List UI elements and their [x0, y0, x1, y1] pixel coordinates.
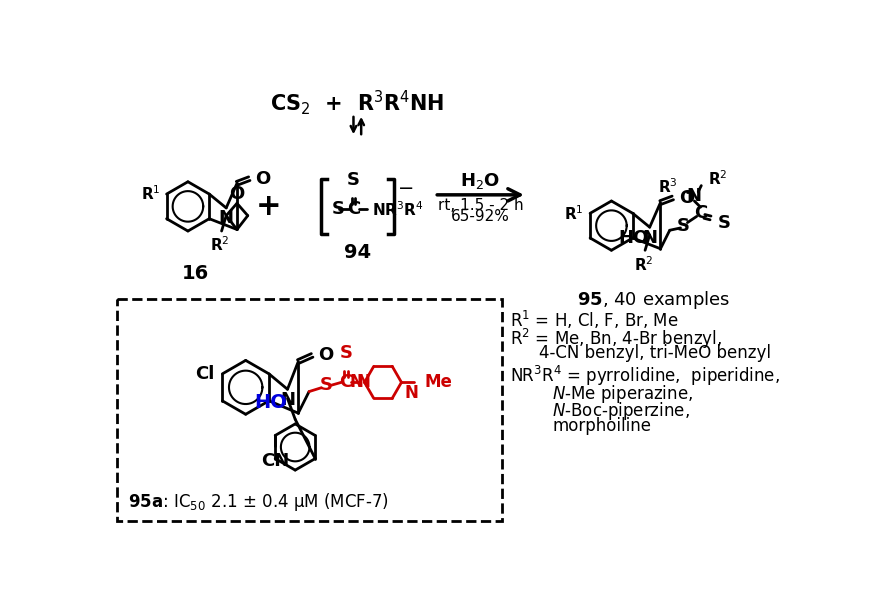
Text: R$^1$ = H, Cl, F, Br, Me: R$^1$ = H, Cl, F, Br, Me — [509, 309, 678, 331]
Text: Me: Me — [424, 373, 452, 392]
Text: $-$: $-$ — [397, 177, 413, 196]
Text: 65-92%: 65-92% — [450, 209, 509, 224]
Text: R$^2$: R$^2$ — [210, 236, 229, 254]
Text: R$^1$: R$^1$ — [141, 184, 160, 204]
Text: NR$^3$R$^4$: NR$^3$R$^4$ — [372, 200, 423, 219]
Text: N: N — [355, 373, 369, 392]
Text: N: N — [348, 373, 362, 392]
Text: N: N — [218, 210, 234, 227]
Text: R$^2$: R$^2$ — [633, 255, 653, 273]
Text: R$^2$: R$^2$ — [707, 170, 727, 188]
Text: Cl: Cl — [195, 365, 215, 383]
Text: N: N — [641, 229, 656, 247]
Text: NR$^3$R$^4$ = pyrrolidine,  piperidine,: NR$^3$R$^4$ = pyrrolidine, piperidine, — [509, 364, 779, 388]
Text: $\mathbf{95}$, 40 examples: $\mathbf{95}$, 40 examples — [576, 289, 730, 311]
Text: S: S — [717, 214, 730, 232]
Text: S: S — [319, 377, 332, 395]
Text: S: S — [347, 171, 360, 189]
Text: C: C — [347, 201, 360, 219]
Text: $\it{N}$-Me piperazine,: $\it{N}$-Me piperazine, — [552, 383, 693, 405]
Text: $\it{N}$-Boc-piperzine,: $\it{N}$-Boc-piperzine, — [552, 399, 689, 421]
Text: S: S — [676, 217, 689, 235]
Text: C: C — [339, 373, 352, 392]
Text: HO: HO — [255, 393, 287, 412]
Text: C: C — [693, 204, 706, 221]
Text: R$^1$: R$^1$ — [564, 204, 583, 223]
Text: +: + — [255, 192, 282, 221]
Text: CS$_2$  +  R$^3$R$^4$NH: CS$_2$ + R$^3$R$^4$NH — [270, 88, 444, 118]
Text: 4-CN benzyl, tri-MeO benzyl: 4-CN benzyl, tri-MeO benzyl — [539, 344, 770, 362]
Text: rt, 1.5 - 2 h: rt, 1.5 - 2 h — [437, 198, 523, 213]
Text: O: O — [678, 189, 693, 207]
Text: R$^2$ = Me, Bn, 4-Br benzyl,: R$^2$ = Me, Bn, 4-Br benzyl, — [509, 327, 721, 352]
Text: N: N — [686, 187, 701, 205]
Text: CN: CN — [261, 453, 289, 470]
Text: O: O — [229, 184, 244, 202]
Text: HO: HO — [617, 229, 647, 247]
Text: R$^3$: R$^3$ — [657, 177, 677, 196]
Text: 16: 16 — [182, 264, 209, 283]
Text: O: O — [318, 346, 333, 364]
Text: $\mathbf{95a}$: IC$_{50}$ 2.1 ± 0.4 μM (MCF-7): $\mathbf{95a}$: IC$_{50}$ 2.1 ± 0.4 μM (… — [128, 491, 388, 513]
Text: O: O — [255, 170, 270, 187]
Text: S: S — [332, 201, 344, 219]
Text: S: S — [339, 343, 352, 362]
Text: 94: 94 — [343, 244, 370, 262]
Text: H$_2$O: H$_2$O — [460, 171, 500, 191]
Text: N: N — [280, 391, 295, 409]
Text: morphoiline: morphoiline — [552, 417, 650, 435]
Text: N: N — [404, 384, 418, 402]
